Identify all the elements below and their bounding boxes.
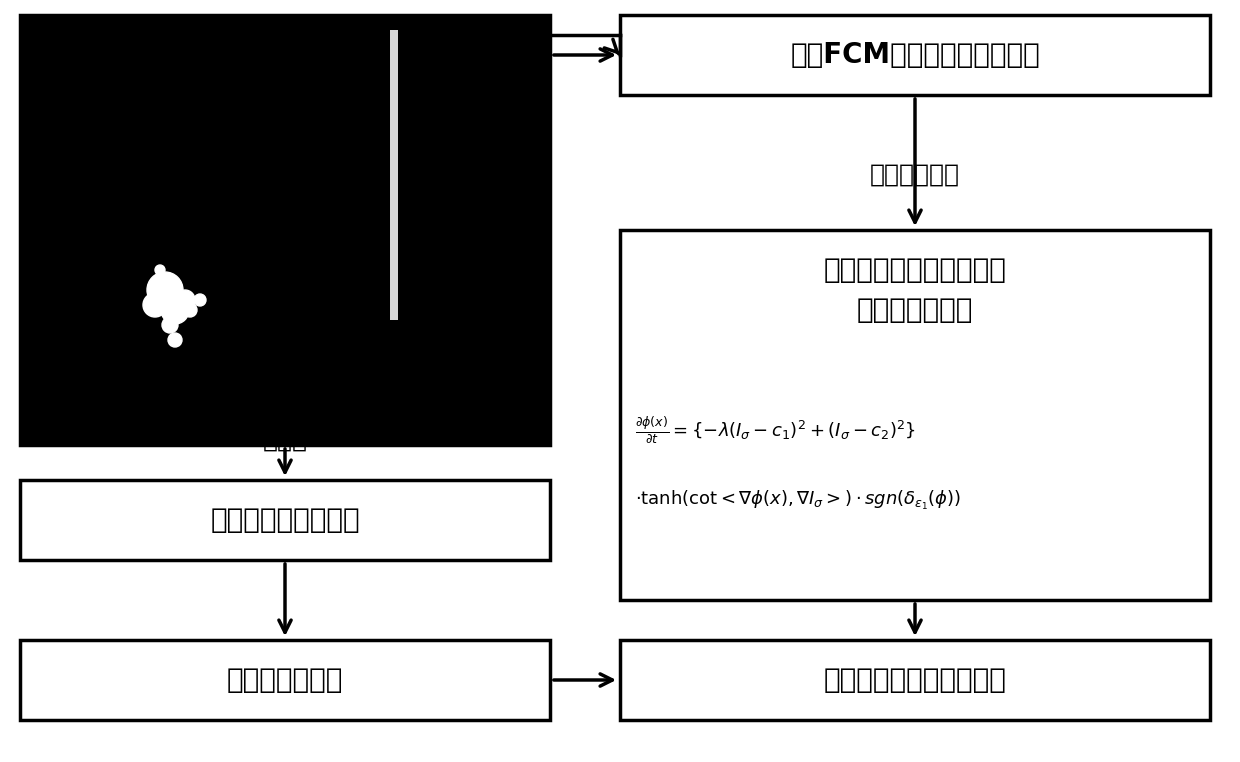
Bar xyxy=(620,15,1210,95)
Bar xyxy=(20,480,551,560)
Text: 预处理: 预处理 xyxy=(263,428,308,452)
Text: 初始零水平集: 初始零水平集 xyxy=(870,163,960,187)
Circle shape xyxy=(175,290,195,310)
Circle shape xyxy=(162,317,179,333)
Text: 利川FCM提取粗略的肿瘤区域: 利川FCM提取粗略的肿瘤区域 xyxy=(790,41,1040,69)
Circle shape xyxy=(161,296,188,324)
Text: 形态学运算填充平滑边缘: 形态学运算填充平滑边缘 xyxy=(823,666,1007,694)
Circle shape xyxy=(151,276,169,294)
Circle shape xyxy=(167,333,182,347)
Circle shape xyxy=(155,265,165,275)
Bar xyxy=(391,30,398,320)
Text: 宫颈癌范围自动定位: 宫颈癌范围自动定位 xyxy=(211,506,360,534)
Bar xyxy=(20,15,551,445)
Text: 构建三特征超图: 构建三特征超图 xyxy=(227,666,343,694)
Circle shape xyxy=(193,294,206,306)
Text: $\frac{\partial\phi(x)}{\partial t}=\{-\lambda(I_{\sigma}-c_1)^2+(I_{\sigma}-c_2: $\frac{\partial\phi(x)}{\partial t}=\{-\… xyxy=(635,415,916,446)
Bar xyxy=(620,230,1210,600)
Circle shape xyxy=(184,303,197,317)
Bar xyxy=(20,640,551,720)
Text: 方程迭代至收敛: 方程迭代至收敛 xyxy=(857,296,973,324)
Circle shape xyxy=(143,293,167,317)
Bar xyxy=(620,640,1210,720)
Text: 按如下改进的水平集演化: 按如下改进的水平集演化 xyxy=(823,256,1007,284)
Text: $\cdot\tanh(\cot<\nabla\phi(x),\nabla I_{\sigma}>)\cdot sgn(\delta_{\varepsilon_: $\cdot\tanh(\cot<\nabla\phi(x),\nabla I_… xyxy=(635,488,961,511)
Circle shape xyxy=(148,272,184,308)
